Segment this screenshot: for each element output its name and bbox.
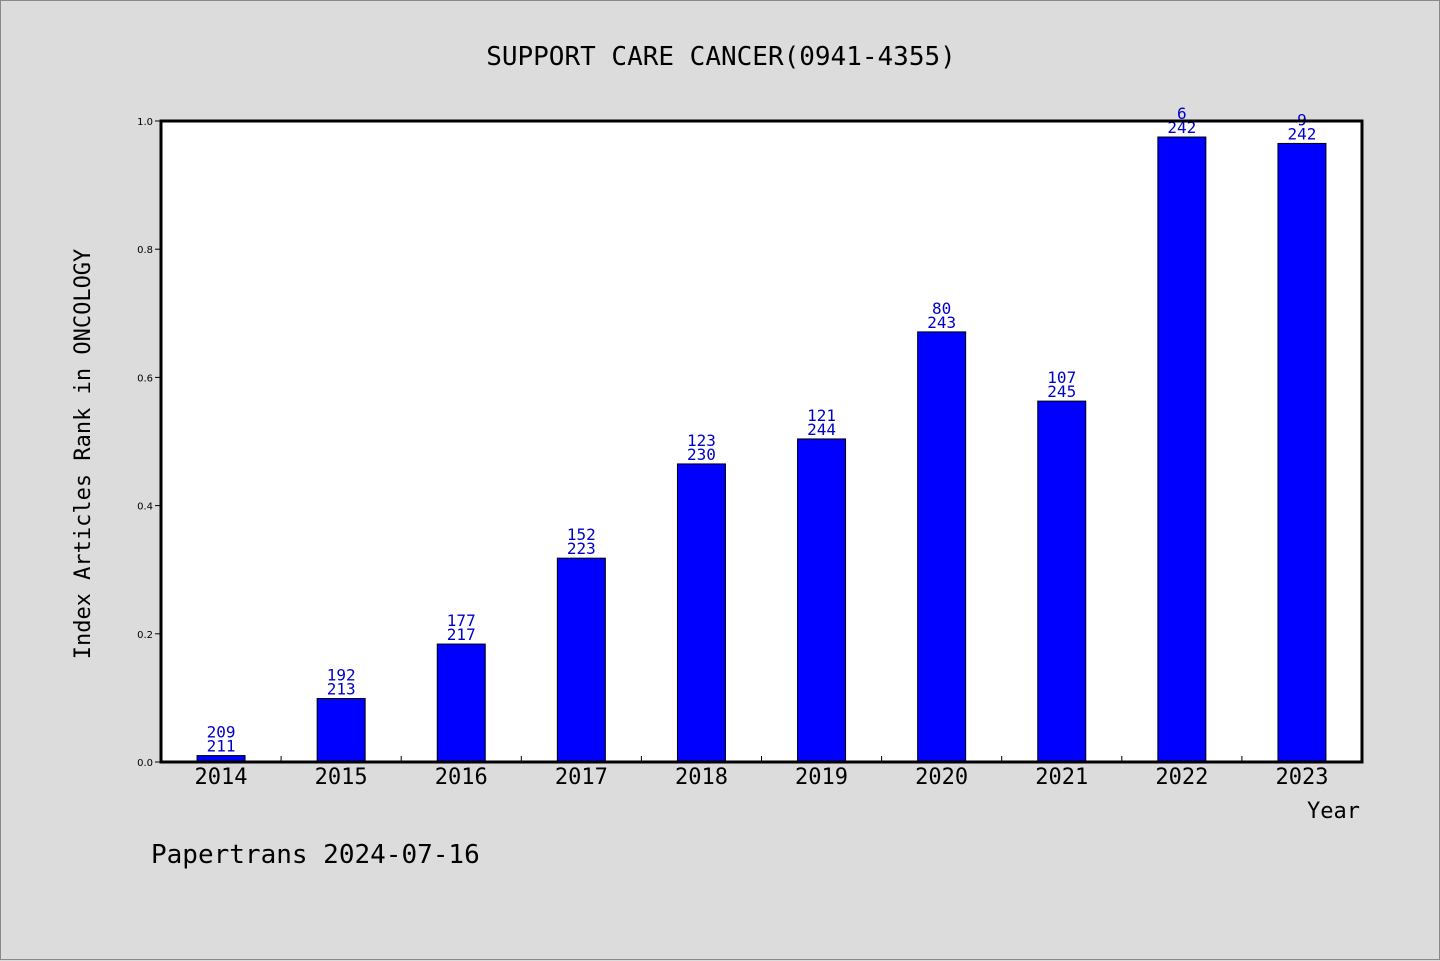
bar-2020: [917, 331, 967, 763]
total-label-2017: 223: [567, 539, 596, 558]
y-tick-label: 0.8: [137, 245, 153, 256]
total-label-2020: 243: [927, 313, 956, 332]
x-tick-2019: 2019: [795, 765, 848, 790]
bar-2018: [676, 463, 726, 763]
x-tick-2023: 2023: [1275, 765, 1328, 790]
x-axis-label: Year: [1307, 799, 1360, 824]
rank-label-2016: 177: [447, 611, 476, 630]
y-tick-label: 0.0: [137, 758, 153, 769]
x-tick-2020: 2020: [915, 765, 968, 790]
x-tick-2022: 2022: [1155, 765, 1208, 790]
total-label-2018: 230: [687, 445, 716, 464]
bar-2021: [1037, 400, 1087, 763]
x-tick-2015: 2015: [315, 765, 368, 790]
x-tick-labels: 2014 2015 2016 2017 2018 2019 2020 2021 2022 2023: [195, 765, 1329, 790]
bar-2022: [1157, 136, 1207, 763]
bar-2019: [797, 438, 847, 763]
total-label-2021: 245: [1047, 382, 1076, 401]
x-tick-2021: 2021: [1035, 765, 1088, 790]
y-tick-labels: 0.0 0.2 0.4 0.6 0.8 1.0: [137, 117, 161, 769]
bar-2017: [556, 557, 606, 763]
y-tick-label: 0.6: [137, 373, 153, 384]
rank-label-2020: 80: [932, 299, 951, 318]
y-tick-label: 0.2: [137, 630, 153, 641]
bar-2023: [1277, 142, 1327, 763]
y-axis-label: Index Articles Rank in ONCOLOGY: [71, 249, 96, 660]
x-tick-2018: 2018: [675, 765, 728, 790]
y-tick-label: 1.0: [137, 117, 153, 128]
y-tick-label: 0.4: [137, 502, 153, 513]
total-label-2019: 244: [807, 420, 836, 439]
rank-label-2018: 123: [687, 431, 716, 450]
total-label-2014: 211: [207, 737, 236, 756]
total-label-2022: 242: [1167, 118, 1196, 137]
x-tick-2016: 2016: [435, 765, 488, 790]
footer-credit: Papertrans 2024-07-16: [151, 840, 480, 870]
chart-title: SUPPORT CARE CANCER(0941-4355): [486, 42, 956, 72]
rank-label-2019: 121: [807, 406, 836, 425]
total-label-2016: 217: [447, 625, 476, 644]
rank-label-2022: 6: [1177, 104, 1187, 123]
bar-2015: [316, 698, 366, 763]
data-labels: 2092111922131772171522231232301212448024…: [207, 104, 1317, 756]
x-tick-2014: 2014: [195, 765, 248, 790]
total-label-2015: 213: [327, 680, 356, 699]
rank-label-2021: 107: [1047, 368, 1076, 387]
rank-label-2017: 152: [567, 525, 596, 544]
bar-2016: [436, 643, 486, 763]
total-label-2023: 242: [1287, 124, 1316, 143]
x-tick-2017: 2017: [555, 765, 608, 790]
bars: [196, 136, 1327, 763]
rank-label-2014: 209: [207, 723, 236, 742]
plot-border: [159, 119, 1364, 764]
rank-label-2015: 192: [327, 666, 356, 685]
